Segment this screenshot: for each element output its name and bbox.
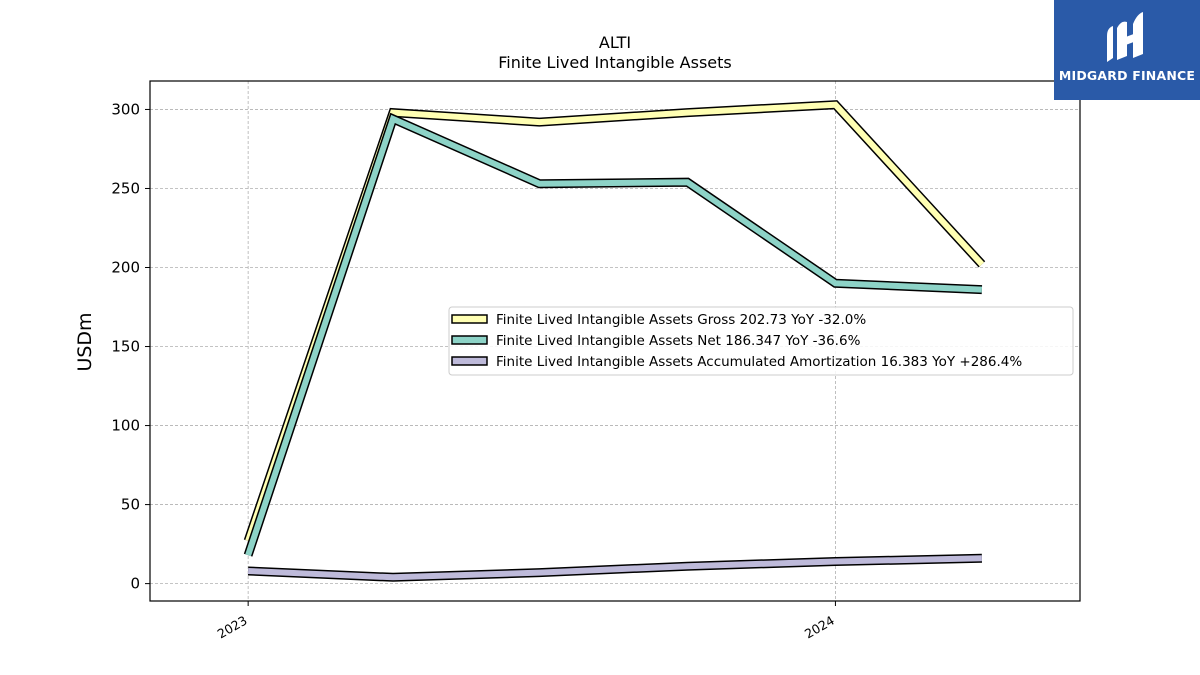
legend-swatch-1: [451, 314, 488, 324]
legend-label-2: Finite Lived Intangible Assets Net 186.3…: [496, 333, 861, 349]
legend-swatch-2: [451, 335, 488, 345]
y-tick-label: 100: [111, 417, 140, 435]
series-line-2: [245, 114, 983, 557]
y-axis-ticks: 0 50 100 150 200 250 300: [111, 100, 150, 593]
gridlines: [150, 81, 1080, 601]
midgard-logo-icon: [1107, 12, 1143, 62]
y-axis-label: USDm: [74, 312, 96, 371]
legend-label-3: Finite Lived Intangible Assets Accumulat…: [496, 354, 1022, 370]
x-axis-ticks: 2023 2024: [215, 601, 837, 642]
series-line-3: [247, 555, 982, 581]
y-tick-label: 200: [111, 259, 140, 277]
brand-logo: MIDGARD FINANCE: [1054, 0, 1200, 100]
chart-subtitle: Finite Lived Intangible Assets: [498, 53, 731, 72]
legend-frame: [448, 306, 1074, 376]
legend-swatch-3: [451, 356, 488, 366]
x-tick-label: 2024: [802, 613, 837, 642]
y-tick-label: 300: [111, 100, 140, 118]
plot-frame: [149, 80, 1081, 602]
y-tick-label: 150: [111, 338, 140, 356]
legend: Finite Lived Intangible Assets Gross 202…: [448, 306, 1074, 376]
y-tick-label: 0: [130, 575, 140, 593]
x-tick-label: 2023: [215, 613, 250, 642]
brand-name: MIDGARD FINANCE: [1058, 68, 1196, 83]
series-lines: [243, 100, 986, 582]
y-tick-label: 250: [111, 179, 140, 197]
chart-title: ALTI: [599, 33, 631, 52]
y-tick-label: 50: [121, 496, 140, 514]
legend-label-1: Finite Lived Intangible Assets Gross 202…: [496, 312, 866, 328]
